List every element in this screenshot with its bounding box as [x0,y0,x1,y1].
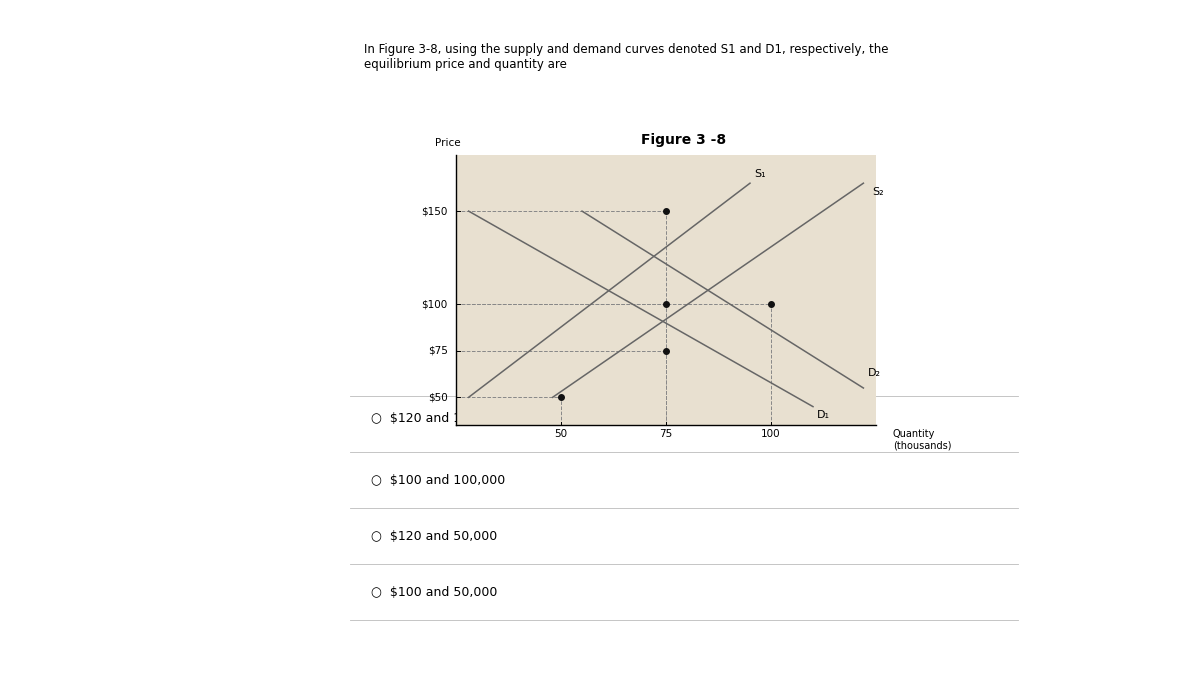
Text: S₂: S₂ [872,188,883,198]
Text: ○  $100 and 100,000: ○ $100 and 100,000 [371,474,505,487]
Text: 75: 75 [659,429,673,439]
Text: $75: $75 [427,346,448,356]
Text: ○  $120 and 100,000: ○ $120 and 100,000 [371,412,505,425]
Text: Quantity
(thousands): Quantity (thousands) [893,429,952,451]
Text: 50: 50 [554,429,568,439]
Text: $150: $150 [421,206,448,216]
Text: 100: 100 [761,429,781,439]
Text: In Figure 3-8, using the supply and demand curves denoted S1 and D1, respectivel: In Figure 3-8, using the supply and dema… [364,43,888,70]
Text: Figure 3 -8: Figure 3 -8 [642,132,726,146]
Text: ○  $100 and 50,000: ○ $100 and 50,000 [371,586,497,599]
Text: D₂: D₂ [868,368,881,378]
Text: Price: Price [434,138,461,148]
Text: $50: $50 [428,392,448,402]
Text: $100: $100 [421,299,448,309]
Text: ○  $120 and 50,000: ○ $120 and 50,000 [371,530,497,543]
Text: S₁: S₁ [755,169,766,180]
Text: D₁: D₁ [817,410,830,421]
